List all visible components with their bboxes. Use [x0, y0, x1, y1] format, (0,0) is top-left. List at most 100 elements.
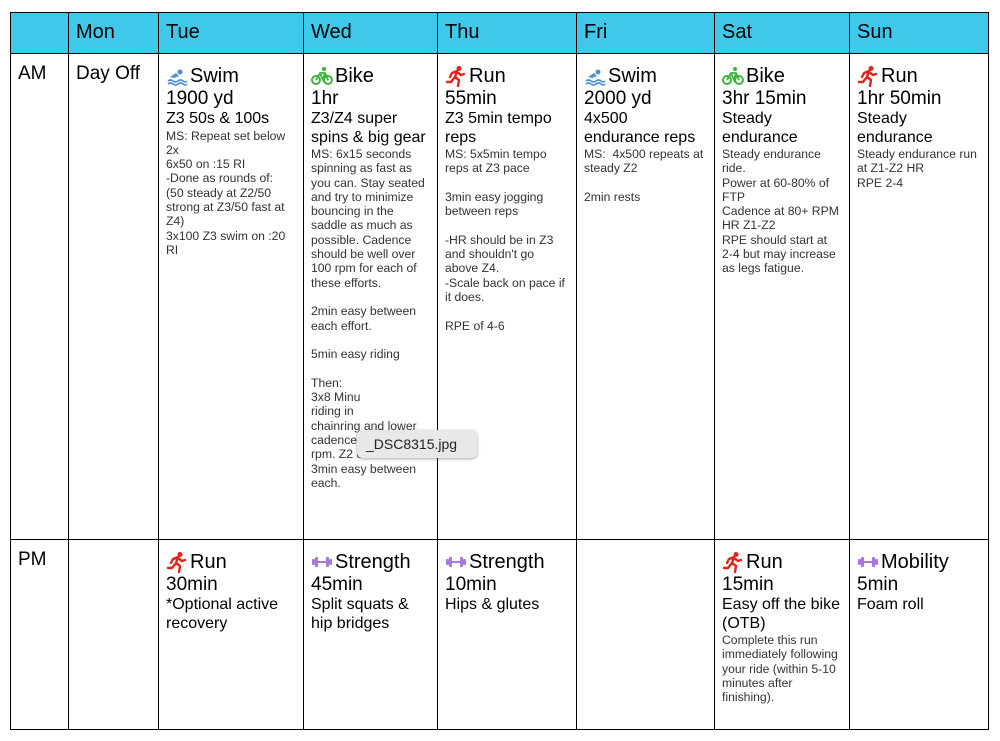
header-wed: Wed — [303, 12, 437, 53]
workout-title-text: Run — [881, 65, 918, 87]
row-label-am: AM — [10, 53, 68, 539]
workout-subtitle: Split squats & hip bridges — [311, 596, 409, 632]
workout-title-text: Bike — [746, 65, 785, 87]
workout-subtitle: Easy off the bike (OTB) — [722, 596, 840, 632]
run-icon — [166, 551, 188, 573]
workout-title: Strength — [311, 551, 429, 573]
header-sun: Sun — [849, 12, 989, 53]
filename-tooltip: _DSC8315.jpg — [357, 430, 477, 458]
workout-title-text: Strength — [335, 551, 411, 573]
workout-details: MS: 6x15 seconds spinning as fast as you… — [311, 147, 425, 490]
row-label-text: PM — [18, 549, 47, 570]
workout-title-text: Run — [469, 65, 506, 87]
grid-line — [10, 729, 989, 730]
workout-title: Swim — [584, 65, 706, 87]
am-mon-cell: Day Off — [68, 53, 158, 539]
workout-details: MS: Repeat set below 2x 6x50 on :15 RI -… — [166, 128, 286, 257]
run-icon — [857, 65, 879, 87]
am-thu-cell: Run 55min Z3 5min tempo reps MS: 5x5min … — [437, 53, 576, 539]
am-fri-cell: Swim 2000 yd 4x500 endurance reps MS: 4x… — [576, 53, 714, 539]
workout-details: Complete this run immediately following … — [722, 633, 842, 705]
training-schedule-table: Mon Tue Wed Thu Fri Sat Sun AM PM Day Of… — [10, 12, 989, 730]
grid-line — [10, 539, 989, 540]
header-sat: Sat — [714, 12, 849, 53]
workout-duration: 1hr 50min — [857, 88, 942, 109]
workout-title: Mobility — [857, 551, 981, 573]
header-day-label: Tue — [166, 21, 200, 43]
grid-line — [576, 12, 577, 730]
workout-subtitle: Z3 5min tempo reps — [445, 110, 552, 146]
workout-title-text: Swim — [190, 65, 239, 87]
header-day-label: Sun — [857, 21, 893, 43]
workout-title: Run — [166, 551, 295, 573]
workout-duration: 3hr 15min — [722, 88, 807, 109]
grid-line — [10, 53, 989, 54]
workout-duration: 55min — [445, 88, 497, 109]
workout-subtitle: Z3 50s & 100s — [166, 110, 270, 127]
workout-subtitle: *Optional active recovery — [166, 596, 279, 632]
header-corner-cell — [10, 12, 68, 53]
bike-icon — [311, 65, 333, 87]
workout-details: MS: 4x500 repeats at steady Z2 2min rest… — [584, 147, 704, 204]
strength-icon — [857, 551, 879, 573]
workout-subtitle: Hips & glutes — [445, 596, 540, 613]
am-sun-cell: Run 1hr 50min Steady endurance Steady en… — [849, 53, 989, 539]
workout-details: Steady endurance run at Z1-Z2 HR RPE 2-4 — [857, 147, 977, 190]
header-fri: Fri — [576, 12, 714, 53]
workout-title: Bike — [311, 65, 429, 87]
bike-icon — [722, 65, 744, 87]
workout-title-text: Bike — [335, 65, 374, 87]
tooltip-text: _DSC8315.jpg — [366, 436, 458, 452]
workout-duration: 30min — [166, 574, 218, 595]
workout-title-text: Swim — [608, 65, 657, 87]
workout-details: MS: 5x5min tempo reps at Z3 pace 3min ea… — [445, 147, 565, 333]
workout-title: Swim — [166, 65, 295, 87]
grid-line — [68, 12, 69, 730]
workout-title-text: Strength — [469, 551, 545, 573]
pm-thu-cell: Strength 10min Hips & glutes — [437, 539, 576, 730]
workout-subtitle: Steady endurance — [722, 110, 798, 146]
pm-tue-cell: Run 30min *Optional active recovery — [158, 539, 303, 730]
grid-line — [849, 12, 850, 730]
header-day-label: Fri — [584, 21, 608, 43]
day-off-label: Day Off — [76, 63, 141, 84]
am-sat-cell: Bike 3hr 15min Steady endurance Steady e… — [714, 53, 849, 539]
workout-title: Run — [445, 65, 568, 87]
workout-subtitle: 4x500 endurance reps — [584, 110, 696, 146]
workout-subtitle: Foam roll — [857, 596, 924, 613]
workout-duration: 1hr — [311, 88, 339, 109]
swim-icon — [166, 65, 188, 87]
workout-title-text: Mobility — [881, 551, 949, 573]
header-day-label: Thu — [445, 21, 480, 43]
workout-subtitle: Z3/Z4 super spins & big gear — [311, 110, 426, 146]
grid-line — [10, 12, 989, 13]
workout-title: Run — [857, 65, 981, 87]
header-day-label: Sat — [722, 21, 753, 43]
workout-title-text: Run — [190, 551, 227, 573]
header-day-label: Mon — [76, 21, 115, 43]
pm-sat-cell: Run 15min Easy off the bike (OTB) Comple… — [714, 539, 849, 730]
run-icon — [445, 65, 467, 87]
header-mon: Mon — [68, 12, 158, 53]
workout-title-text: Run — [746, 551, 783, 573]
pm-sun-cell: Mobility 5min Foam roll — [849, 539, 989, 730]
workout-duration: 10min — [445, 574, 497, 595]
workout-subtitle: Steady endurance — [857, 110, 933, 146]
header-thu: Thu — [437, 12, 576, 53]
workout-duration: 2000 yd — [584, 88, 652, 109]
am-tue-cell: Swim 1900 yd Z3 50s & 100s MS: Repeat se… — [158, 53, 303, 539]
swim-icon — [584, 65, 606, 87]
grid-line — [437, 12, 438, 730]
row-label-pm: PM — [10, 539, 68, 730]
grid-line — [303, 12, 304, 730]
workout-title: Strength — [445, 551, 568, 573]
workout-duration: 1900 yd — [166, 88, 234, 109]
workout-duration: 45min — [311, 574, 363, 595]
workout-title: Bike — [722, 65, 841, 87]
pm-wed-cell: Strength 45min Split squats & hip bridge… — [303, 539, 437, 730]
run-icon — [722, 551, 744, 573]
strength-icon — [445, 551, 467, 573]
grid-line — [714, 12, 715, 730]
strength-icon — [311, 551, 333, 573]
grid-line — [158, 12, 159, 730]
